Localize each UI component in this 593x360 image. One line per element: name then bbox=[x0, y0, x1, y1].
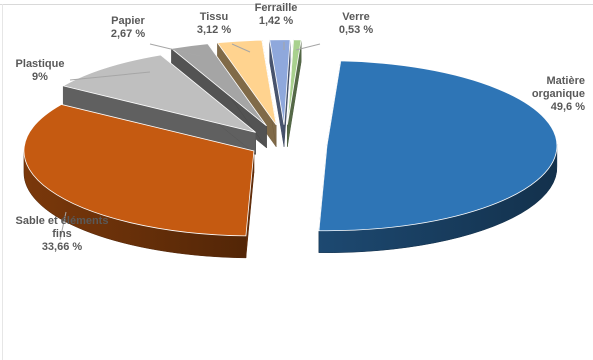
plastique-leader-line bbox=[69, 71, 151, 81]
sable-et-elements-fins-leader-line bbox=[59, 211, 67, 241]
plastique-slice bbox=[62, 54, 256, 133]
matiere-organique-slice bbox=[318, 60, 558, 232]
papier-label: Papier 2,67 % bbox=[111, 15, 146, 40]
tissu-leader-line bbox=[231, 43, 251, 53]
pie-tops bbox=[23, 39, 558, 237]
verre-slice bbox=[286, 39, 302, 125]
verre-label: Verre 0,53 % bbox=[339, 11, 373, 36]
papier-slice bbox=[170, 43, 267, 127]
sable-et-elements-fins-slice bbox=[23, 104, 255, 237]
verre-leader-line bbox=[295, 43, 321, 51]
label-leader-lines bbox=[59, 42, 321, 241]
matiere-organique-label: Matière organique 49,6 % bbox=[532, 75, 585, 113]
ferraille-label: Ferraille 1,42 % bbox=[255, 2, 298, 27]
ferraille-slice bbox=[269, 39, 291, 125]
slice-labels: Matière organique 49,6 % Sable et éléments f… bbox=[16, 2, 586, 253]
frame-top-border bbox=[0, 4, 593, 5]
papier-leader-line bbox=[149, 43, 201, 57]
plastique-label: Plastique 9% bbox=[16, 58, 65, 83]
sable-et-elements-fins-label: Sable et éléments fins 33,66 % bbox=[16, 215, 109, 253]
tissu-slice bbox=[216, 39, 277, 126]
frame-left-border bbox=[2, 4, 3, 360]
tissu-label: Tissu 3,12 % bbox=[197, 11, 231, 36]
